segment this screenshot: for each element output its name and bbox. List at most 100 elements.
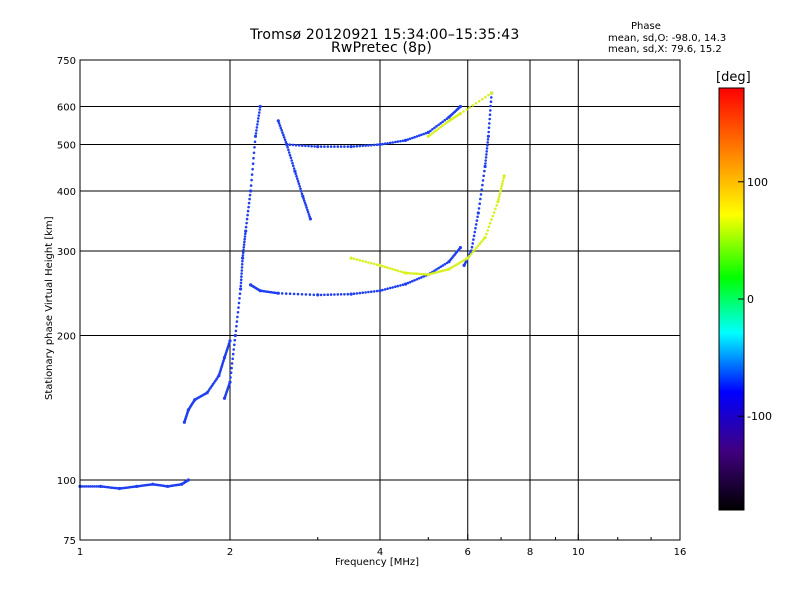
data-point	[242, 246, 246, 249]
data-point	[487, 93, 490, 97]
data-point	[370, 143, 373, 147]
data-point	[426, 134, 430, 138]
data-points	[78, 91, 506, 491]
data-point	[364, 291, 367, 294]
data-point	[247, 201, 251, 205]
data-point	[424, 131, 428, 135]
data-point	[411, 279, 414, 283]
y-tick-label: 200	[57, 332, 76, 343]
data-point	[487, 126, 491, 129]
data-point	[413, 272, 416, 275]
data-point	[233, 338, 237, 342]
data-point	[381, 288, 384, 292]
data-point	[91, 485, 94, 488]
data-point	[228, 339, 232, 343]
data-point	[367, 261, 370, 264]
data-point	[233, 343, 236, 347]
data-point	[484, 159, 488, 162]
data-point	[433, 271, 436, 275]
data-point	[468, 106, 472, 109]
data-point	[490, 96, 493, 99]
data-point	[230, 366, 233, 370]
data-point	[296, 292, 300, 296]
data-point	[308, 293, 312, 296]
data-point	[486, 134, 490, 138]
data-point	[291, 143, 295, 147]
colorbar-unit-label: [deg]	[716, 70, 751, 85]
data-point	[300, 293, 304, 296]
data-point	[84, 485, 88, 488]
data-point	[455, 263, 458, 267]
data-point	[470, 245, 474, 249]
data-point	[475, 219, 479, 222]
data-point	[484, 156, 488, 159]
data-point	[415, 278, 419, 281]
data-point	[255, 126, 259, 129]
data-point	[473, 230, 477, 234]
data-point	[498, 192, 502, 196]
data-point	[431, 128, 434, 131]
data-point	[441, 124, 445, 127]
data-point	[355, 292, 359, 295]
data-point	[415, 272, 419, 276]
data-point	[494, 207, 497, 211]
data-point	[349, 145, 353, 149]
data-point	[253, 146, 256, 149]
data-point	[478, 242, 482, 245]
data-point	[285, 142, 289, 147]
data-point	[234, 329, 238, 333]
data-point	[396, 269, 400, 273]
x-tick-label: 6	[465, 547, 471, 558]
data-point	[473, 248, 477, 252]
data-point	[367, 290, 370, 294]
data-point	[394, 140, 397, 144]
data-point	[278, 124, 282, 127]
data-point	[483, 164, 487, 169]
data-point	[299, 190, 303, 193]
data-point	[367, 144, 370, 147]
data-point	[383, 288, 387, 291]
data-point	[482, 238, 485, 241]
data-point	[279, 126, 283, 130]
y-tick-label: 300	[57, 247, 76, 258]
data-point	[239, 284, 243, 288]
phase-stats-title: Phase	[631, 21, 661, 32]
data-point	[417, 134, 421, 137]
data-point	[282, 133, 285, 137]
data-point	[431, 132, 434, 135]
data-point	[319, 293, 323, 297]
data-point	[480, 240, 483, 243]
data-point	[399, 139, 402, 143]
data-point	[443, 263, 447, 266]
data-point	[497, 195, 501, 198]
data-point	[399, 284, 402, 287]
data-point	[458, 104, 462, 109]
data-point	[424, 273, 428, 276]
data-point	[308, 217, 312, 221]
data-point	[291, 161, 294, 165]
data-point	[492, 211, 496, 214]
data-point	[413, 135, 416, 139]
data-point	[472, 234, 476, 238]
data-point	[250, 178, 253, 182]
data-point	[474, 223, 478, 226]
data-point	[396, 140, 400, 143]
data-point	[287, 148, 290, 152]
data-point	[486, 229, 490, 232]
data-point	[255, 129, 258, 132]
data-point	[413, 279, 416, 282]
y-tick-label: 600	[57, 103, 76, 114]
data-point	[403, 282, 408, 286]
data-point	[242, 243, 246, 246]
data-point	[370, 261, 373, 265]
data-point	[441, 120, 445, 124]
data-point	[298, 185, 302, 188]
data-point	[229, 371, 233, 375]
phase-stats-x-mode: mean, sd,X: 79.6, 15.2	[608, 44, 722, 55]
data-point	[415, 135, 419, 138]
data-point	[301, 144, 304, 147]
data-point	[472, 238, 475, 241]
data-point	[287, 151, 291, 154]
data-point	[481, 183, 484, 187]
data-point	[485, 232, 488, 236]
